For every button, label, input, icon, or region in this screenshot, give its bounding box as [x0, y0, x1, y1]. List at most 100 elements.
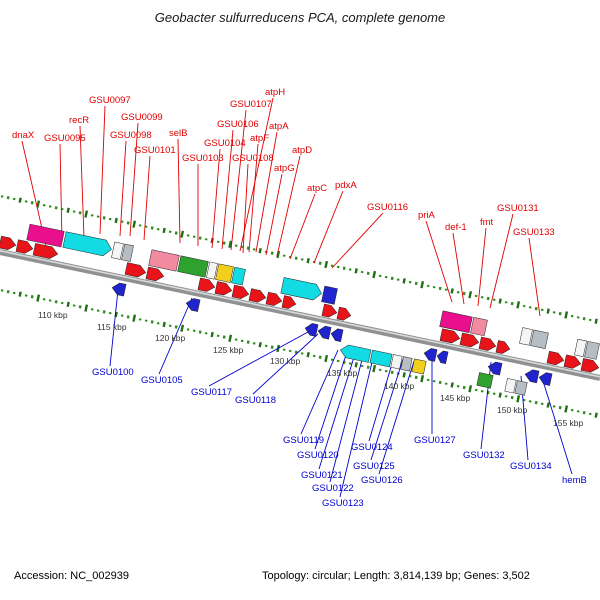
- scale-tick: [534, 400, 538, 405]
- scale-tick: [174, 325, 178, 329]
- scale-tick: [570, 314, 574, 318]
- scale-tick: [558, 405, 562, 410]
- scale-tick: [12, 197, 16, 201]
- gene-glyph-reverse[interactable]: [504, 378, 517, 394]
- gene-glyph-forward[interactable]: [470, 317, 488, 337]
- scale-tick: [402, 278, 406, 284]
- scale-tick: [588, 318, 592, 322]
- scale-tick: [372, 364, 377, 373]
- gene-glyph-forward[interactable]: [281, 295, 297, 310]
- gene-glyph-forward[interactable]: [148, 249, 180, 272]
- scale-position-label: 110 kbp: [38, 310, 68, 320]
- reverse-gene-leader-line: [318, 353, 356, 470]
- scale-tick: [30, 201, 34, 205]
- forward-gene-label: GSU0107: [230, 99, 272, 110]
- gene-glyph-forward[interactable]: [459, 332, 480, 348]
- gene-glyph-reverse[interactable]: [111, 282, 127, 297]
- gene-glyph-reverse[interactable]: [436, 350, 449, 365]
- gene-glyph-reverse[interactable]: [538, 371, 553, 386]
- scale-tick: [204, 238, 208, 241]
- gene-glyph-reverse[interactable]: [514, 380, 528, 396]
- gene-glyph-forward[interactable]: [495, 340, 511, 355]
- gene-glyph-forward[interactable]: [336, 306, 352, 321]
- gene-glyph-forward[interactable]: [546, 350, 565, 366]
- gene-glyph-reverse[interactable]: [423, 347, 438, 362]
- reverse-gene-label: hemB: [562, 475, 587, 486]
- gene-glyph-reverse[interactable]: [339, 344, 372, 363]
- gene-glyph-reverse[interactable]: [476, 372, 494, 389]
- gene-glyph-reverse[interactable]: [524, 368, 540, 384]
- gene-glyph-forward[interactable]: [439, 310, 473, 333]
- scale-tick: [108, 311, 112, 315]
- gene-glyph-forward[interactable]: [519, 327, 533, 346]
- scale-position-label: 130 kbp: [270, 356, 301, 366]
- forward-gene-label: GSU0099: [121, 112, 163, 123]
- reverse-gene-label: GSU0132: [463, 450, 505, 461]
- gene-glyph-forward[interactable]: [197, 277, 216, 293]
- gene-glyph-forward[interactable]: [0, 235, 17, 251]
- gene-glyph-forward[interactable]: [177, 255, 209, 278]
- genome-stats-text: Topology: circular; Length: 3,814,139 bp…: [262, 570, 530, 582]
- gene-glyph-forward[interactable]: [206, 261, 218, 280]
- gene-glyph-forward[interactable]: [563, 354, 582, 370]
- gene-glyph-forward[interactable]: [265, 291, 283, 307]
- gene-glyph-reverse[interactable]: [411, 358, 427, 375]
- scale-tick: [18, 291, 22, 297]
- gene-glyph-reverse[interactable]: [487, 361, 503, 376]
- scale-tick: [534, 306, 538, 311]
- gene-glyph-forward[interactable]: [121, 243, 134, 262]
- gene-glyph-forward[interactable]: [62, 231, 113, 258]
- scale-tick: [180, 230, 185, 238]
- scale-tick: [132, 220, 137, 228]
- gene-glyph-reverse[interactable]: [185, 297, 201, 312]
- gene-glyph-reverse[interactable]: [330, 328, 344, 342]
- gene-glyph-forward[interactable]: [26, 223, 65, 248]
- gene-glyph-forward[interactable]: [530, 329, 549, 349]
- gene-glyph-forward[interactable]: [321, 303, 338, 319]
- scale-tick: [426, 378, 430, 382]
- scale-tick: [96, 215, 100, 218]
- forward-gene-label: atpD: [292, 145, 312, 156]
- scale-tick: [420, 374, 425, 383]
- gene-glyph-forward[interactable]: [214, 281, 233, 297]
- scale-tick: [78, 211, 82, 215]
- gene-glyph-reverse[interactable]: [390, 354, 403, 370]
- scale-tick: [552, 405, 556, 408]
- gene-glyph-forward[interactable]: [145, 266, 165, 282]
- gene-glyph-forward[interactable]: [231, 284, 250, 300]
- gene-glyph-forward[interactable]: [215, 263, 234, 283]
- scale-tick: [156, 321, 160, 325]
- forward-gene-leader-line: [265, 173, 283, 256]
- scale-tick: [102, 310, 106, 314]
- scale-tick: [372, 270, 377, 279]
- gene-glyph-forward[interactable]: [32, 243, 59, 260]
- gene-glyph-forward[interactable]: [231, 266, 246, 286]
- scale-tick: [588, 412, 592, 416]
- gene-glyph-forward[interactable]: [15, 239, 34, 255]
- gene-glyph-forward[interactable]: [580, 358, 600, 373]
- gene-glyph-reverse[interactable]: [304, 322, 319, 337]
- gene-glyph-forward[interactable]: [574, 338, 587, 357]
- gene-glyph-forward[interactable]: [439, 328, 461, 345]
- forward-gene-leader-line: [59, 143, 63, 243]
- gene-glyph-forward[interactable]: [478, 336, 497, 352]
- scale-tick: [84, 210, 89, 218]
- gene-glyph-forward[interactable]: [280, 277, 323, 301]
- scale-tick: [36, 294, 41, 302]
- gene-glyph-reverse[interactable]: [400, 356, 413, 372]
- scale-tick: [528, 306, 532, 309]
- gene-glyph-forward[interactable]: [111, 241, 124, 260]
- reverse-gene-label: GSU0120: [297, 450, 339, 461]
- gene-glyph-forward[interactable]: [124, 262, 147, 279]
- gene-glyph-reverse[interactable]: [369, 349, 393, 368]
- gene-glyph-reverse[interactable]: [317, 325, 332, 340]
- gene-glyph-forward[interactable]: [321, 285, 338, 305]
- gene-glyph-forward[interactable]: [248, 288, 267, 304]
- scale-tick: [222, 241, 226, 245]
- reverse-gene-leader-line: [109, 289, 119, 367]
- gene-glyph-forward[interactable]: [584, 340, 600, 360]
- scale-tick: [498, 392, 502, 398]
- scale-tick: [306, 258, 310, 264]
- scale-tick: [102, 216, 106, 220]
